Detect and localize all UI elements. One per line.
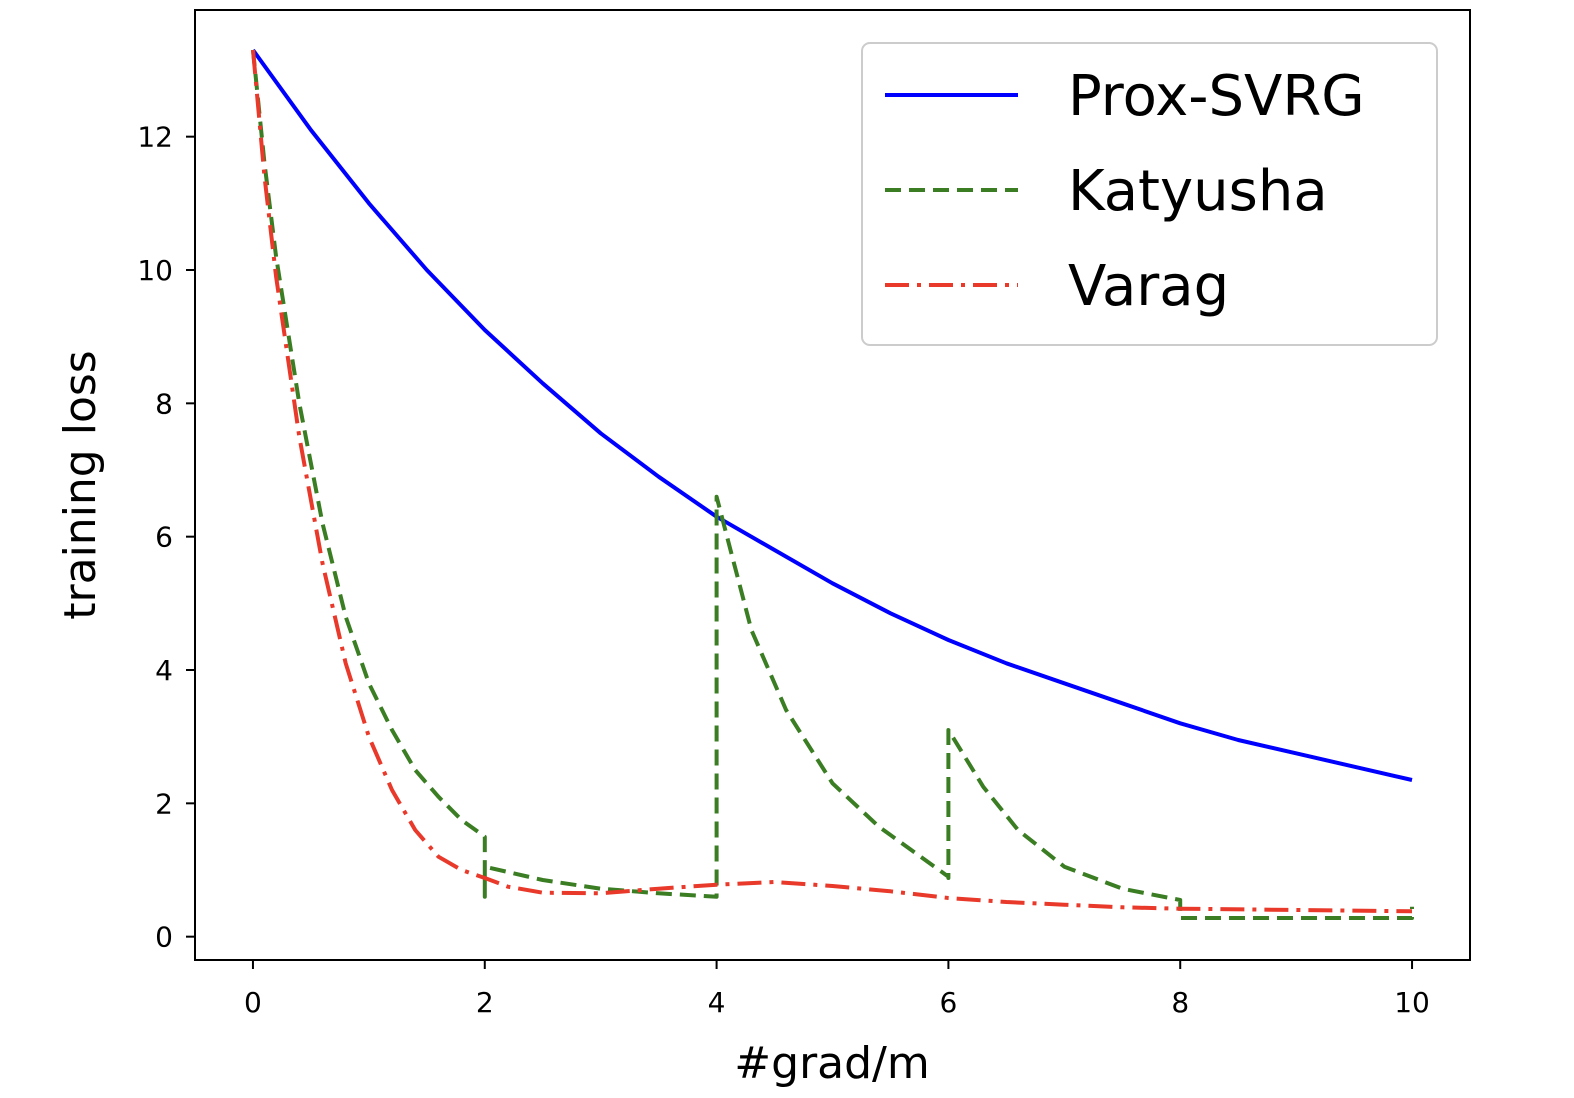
x-axis-ticks: 0 2 4 6 8 10 <box>244 960 1430 1019</box>
legend-label-katyusha: Katyusha <box>1068 159 1328 224</box>
y-tick-label: 0 <box>155 921 173 954</box>
x-tick-label: 2 <box>476 986 494 1019</box>
y-tick-label: 8 <box>155 387 173 420</box>
series-line-varag <box>251 49 1413 914</box>
legend-label-prox-svrg: Prox-SVRG <box>1068 64 1365 129</box>
series-layer <box>251 48 1414 920</box>
legend-label-varag: Varag <box>1068 254 1229 319</box>
y-tick-label: 10 <box>137 254 173 287</box>
y-tick-label: 6 <box>155 521 173 554</box>
x-tick-label: 4 <box>708 986 726 1019</box>
y-tick-label: 12 <box>137 121 173 154</box>
series-line-prox-svrg <box>251 48 1413 782</box>
x-tick-label: 0 <box>244 986 262 1019</box>
x-tick-label: 10 <box>1394 986 1430 1019</box>
x-tick-label: 8 <box>1171 986 1189 1019</box>
legend: Prox-SVRG Katyusha Varag <box>861 42 1438 346</box>
legend-box <box>861 42 1438 346</box>
plot-area-frame <box>194 9 1471 961</box>
x-axis-title: #grad/m <box>734 1038 929 1089</box>
y-tick-label: 2 <box>155 787 173 820</box>
y-axis-ticks: 0 2 4 6 8 10 12 <box>137 121 195 954</box>
x-tick-label: 6 <box>939 986 957 1019</box>
y-axis-title: training loss <box>55 350 106 619</box>
series-line-katyusha <box>251 49 1414 920</box>
y-tick-label: 4 <box>155 654 173 687</box>
